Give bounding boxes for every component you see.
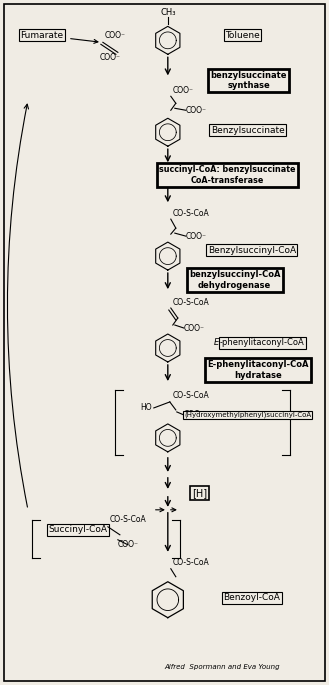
- Text: COO⁻: COO⁻: [118, 540, 139, 549]
- Text: Benzylsuccinyl-CoA: Benzylsuccinyl-CoA: [208, 246, 296, 255]
- Text: Alfred  Spormann and Eva Young: Alfred Spormann and Eva Young: [164, 664, 280, 670]
- Text: (Hydroxymethylphenyl)succinyl-CoA: (Hydroxymethylphenyl)succinyl-CoA: [184, 412, 311, 418]
- Text: COO⁻: COO⁻: [186, 105, 207, 115]
- Text: CO-S-CoA: CO-S-CoA: [110, 515, 147, 524]
- Text: COO⁻: COO⁻: [184, 410, 205, 419]
- Text: Benzoyl-CoA: Benzoyl-CoA: [223, 593, 280, 602]
- Text: COO⁻: COO⁻: [186, 232, 207, 240]
- Text: CO-S-CoA: CO-S-CoA: [173, 558, 210, 567]
- Text: [H]: [H]: [192, 488, 207, 498]
- Text: HO: HO: [140, 403, 151, 412]
- Text: CO-S-CoA: CO-S-CoA: [173, 297, 210, 307]
- Text: benzylsuccinyl-CoA
dehydrogenase: benzylsuccinyl-CoA dehydrogenase: [189, 271, 281, 290]
- Text: Benzylsuccinate: Benzylsuccinate: [211, 126, 285, 135]
- Text: E-phenylitaconyl-CoA
hydratase: E-phenylitaconyl-CoA hydratase: [207, 360, 309, 379]
- Text: COO⁻: COO⁻: [173, 86, 194, 95]
- Text: CH₃: CH₃: [160, 8, 176, 17]
- Text: Succinyl-CoA: Succinyl-CoA: [48, 525, 107, 534]
- Text: CO-S-CoA: CO-S-CoA: [173, 209, 210, 218]
- Text: CO-S-CoA: CO-S-CoA: [173, 391, 210, 401]
- Text: -phenylitaconyl-CoA: -phenylitaconyl-CoA: [220, 338, 305, 347]
- Text: COO⁻: COO⁻: [184, 323, 205, 332]
- Text: Fumarate: Fumarate: [20, 31, 63, 40]
- Text: Toluene: Toluene: [225, 31, 260, 40]
- Text: COO⁻: COO⁻: [100, 53, 121, 62]
- Text: E: E: [214, 338, 219, 347]
- Text: COO⁻: COO⁻: [105, 31, 126, 40]
- Text: succinyl-CoA: benzylsuccinate
CoA-transferase: succinyl-CoA: benzylsuccinate CoA-transf…: [160, 166, 296, 185]
- Text: benzylsuccinate
synthase: benzylsuccinate synthase: [211, 71, 287, 90]
